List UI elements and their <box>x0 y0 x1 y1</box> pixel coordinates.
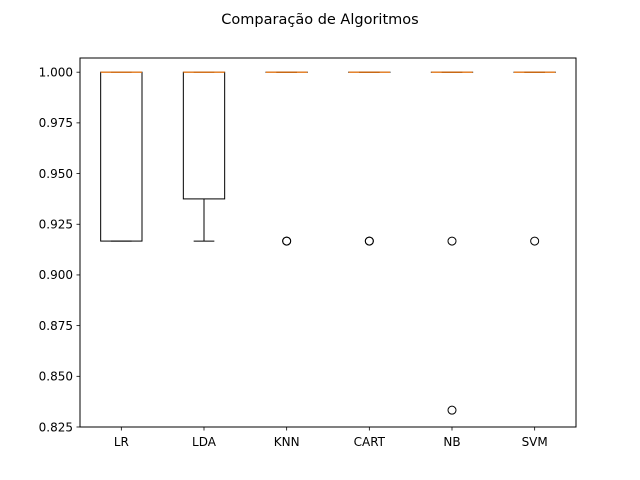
y-tick-label: 0.925 <box>39 218 73 232</box>
outlier-point <box>447 405 457 415</box>
x-axis: LR LDA KNN CART NB SVM <box>114 427 548 449</box>
y-tick-label: 0.975 <box>39 116 73 130</box>
box-lda <box>182 71 226 242</box>
y-tick-label: 0.900 <box>39 268 73 282</box>
y-tick-label: 0.825 <box>39 420 73 434</box>
box-svm <box>513 71 556 246</box>
outlier-point <box>364 236 374 246</box>
iqr-box <box>182 71 226 200</box>
y-tick-label: 0.850 <box>39 370 73 384</box>
y-axis: 0.825 0.850 0.875 0.900 0.925 0.950 0.975 1.000 <box>39 65 80 434</box>
x-tick-label: LDA <box>192 435 217 449</box>
x-tick-label: LR <box>114 435 129 449</box>
outlier-point <box>530 236 540 246</box>
x-tick-label: KNN <box>274 435 300 449</box>
box-lr <box>100 71 143 242</box>
y-tick-label: 0.875 <box>39 319 73 333</box>
outlier-point <box>447 236 457 246</box>
outlier-point <box>282 236 292 246</box>
box-cart <box>348 71 391 246</box>
x-tick-label: CART <box>354 435 386 449</box>
y-tick-label: 1.000 <box>39 65 73 79</box>
iqr-box <box>100 71 143 242</box>
box-knn <box>265 71 308 246</box>
plot-area <box>100 71 556 415</box>
axes-frame <box>79 57 577 428</box>
chart-title: Comparação de Algoritmos <box>221 12 418 28</box>
x-tick-label: SVM <box>522 435 548 449</box>
box-nb <box>430 71 474 415</box>
x-tick-label: NB <box>443 435 460 449</box>
y-tick-label: 0.950 <box>39 167 73 181</box>
